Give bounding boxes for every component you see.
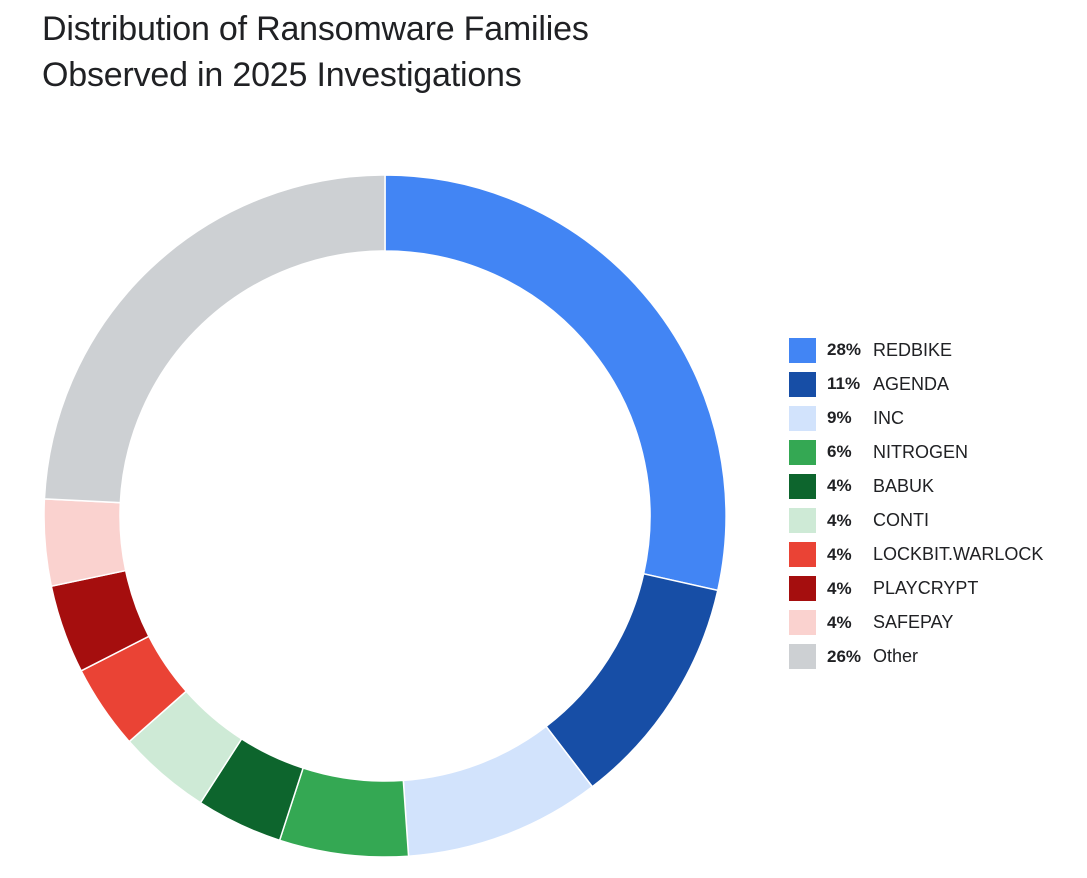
chart-legend: 28% REDBIKE 11% AGENDA 9% INC 6% NITROGEN 4% BABU… (789, 333, 1043, 674)
legend-item-conti: 4% CONTI (789, 503, 1043, 537)
legend-label: NITROGEN (873, 441, 969, 462)
legend-percentage: 4% (827, 578, 852, 598)
legend-label: PLAYCRYPT (873, 578, 979, 599)
legend-label: AGENDA (873, 373, 950, 394)
legend-percentage: 4% (827, 476, 852, 496)
legend-label: SAFEPAY (873, 612, 954, 633)
legend-percentage: 4% (827, 510, 852, 530)
chart-title: Distribution of Ransomware Families Obse… (42, 6, 802, 98)
chart-title-line-2: Observed in 2025 Investigations (42, 56, 522, 94)
donut-slice-safepay (43, 498, 127, 588)
donut-chart (43, 174, 727, 858)
legend-swatch (789, 473, 816, 499)
legend-item-inc: 9% INC (789, 401, 1043, 435)
legend-swatch (789, 610, 816, 636)
legend-swatch (789, 405, 816, 431)
chart-title-line-1: Distribution of Ransomware Families (42, 10, 589, 48)
legend-item-babuk: 4% BABUK (789, 469, 1043, 503)
legend-percentage: 9% (827, 408, 852, 428)
legend-label: REDBIKE (873, 339, 953, 360)
legend-item-playcrypt: 4% PLAYCRYPT (789, 572, 1043, 606)
legend-label: BABUK (873, 475, 935, 496)
donut-slice-agenda (545, 572, 719, 788)
legend-label: LOCKBIT.WARLOCK (873, 544, 1044, 565)
legend-swatch (789, 576, 816, 602)
legend-item-lockbit-warlock: 4% LOCKBIT.WARLOCK (789, 538, 1043, 572)
legend-item-safepay: 4% SAFEPAY (789, 606, 1043, 640)
legend-item-redbike: 28% REDBIKE (789, 333, 1043, 367)
legend-percentage: 26% (827, 646, 862, 666)
legend-percentage: 11% (827, 374, 861, 394)
legend-label: CONTI (873, 510, 929, 531)
donut-slice-redbike (384, 174, 727, 592)
donut-slice-other (43, 174, 386, 504)
legend-label: INC (873, 407, 904, 428)
legend-swatch (789, 439, 816, 465)
legend-swatch (789, 337, 816, 363)
legend-item-agenda: 11% AGENDA (789, 367, 1043, 401)
legend-percentage: 4% (827, 612, 852, 632)
legend-swatch (789, 542, 816, 568)
legend-swatch (789, 644, 816, 670)
legend-percentage: 4% (827, 544, 852, 564)
legend-item-nitrogen: 6% NITROGEN (789, 435, 1043, 469)
legend-percentage: 28% (827, 340, 862, 360)
legend-swatch (789, 508, 816, 534)
legend-percentage: 6% (827, 442, 852, 462)
legend-label: Other (873, 646, 919, 667)
legend-swatch (789, 371, 816, 397)
legend-item-other: 26% Other (789, 640, 1043, 674)
